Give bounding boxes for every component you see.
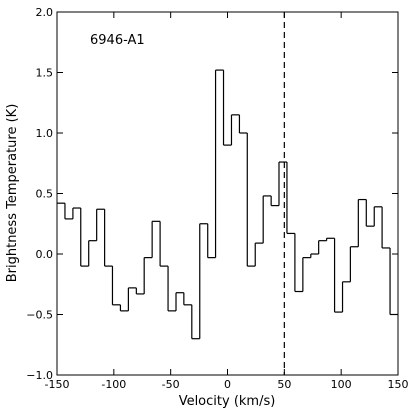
plot-frame [56, 11, 399, 376]
y-axis-label: Brightness Temperature (K) [5, 104, 20, 283]
y-tick-label: 0.5 [36, 188, 54, 201]
x-axis-label: Velocity (km/s) [179, 394, 276, 409]
x-tick-label: 100 [331, 378, 352, 391]
y-tick-label: −0.5 [26, 309, 53, 322]
y-tick-label: 2.0 [36, 6, 54, 19]
x-tick-label: 150 [388, 378, 409, 391]
annotation: 6946-A1 [90, 33, 145, 48]
y-tick-label: −1.0 [26, 369, 53, 382]
y-tick-label: 1.0 [36, 127, 54, 140]
x-tick-label: 0 [224, 378, 231, 391]
x-tick-label: -150 [45, 378, 70, 391]
x-tick-label: -50 [162, 378, 180, 391]
y-tick-label: 0.0 [36, 248, 54, 261]
x-tick-label: 50 [277, 378, 291, 391]
x-tick-label: -100 [101, 378, 126, 391]
y-tick-label: 1.5 [36, 67, 54, 80]
